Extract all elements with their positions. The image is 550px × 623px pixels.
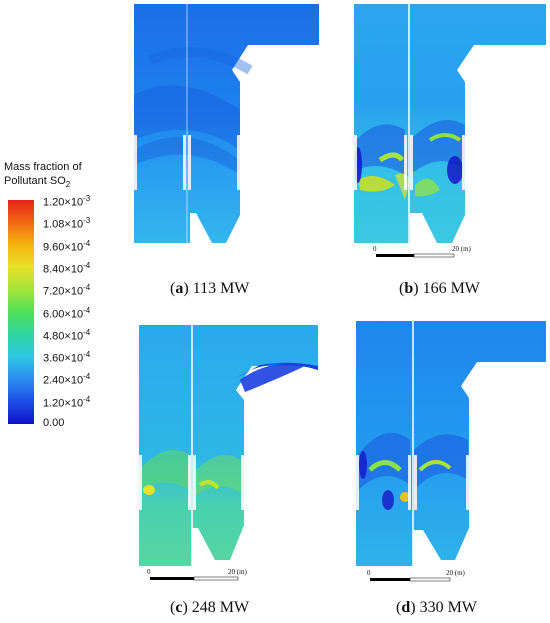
colorbar-tick-label: 1.08×10-3 — [43, 216, 91, 231]
colorbar-tick-label: 1.20×10-4 — [43, 394, 91, 410]
scale-bar-d-black — [370, 578, 410, 581]
colorbar-tick-label: 8.40×10-4 — [43, 260, 91, 276]
caption-d: (d) 330 MW — [396, 599, 477, 616]
colorbar-title-subscript: 2 — [65, 180, 71, 190]
scale-b-end: 20 (m) — [452, 245, 471, 253]
colorbar-tick-label: 2.40×10-4 — [43, 372, 91, 388]
caption-a: (a) 113 MW — [170, 280, 250, 297]
colorbar-gradient — [8, 200, 34, 424]
scale-b-zero: 0 — [373, 245, 377, 253]
scale-d-end: 20 (m) — [446, 569, 465, 577]
colorbar-tick-label: 3.60×10-4 — [43, 350, 91, 365]
panel-a-geometry — [134, 4, 319, 243]
scale-bar-c-white — [193, 576, 239, 581]
colorbar-title-line2: Pollutant SO2 — [4, 175, 71, 190]
scale-bar-d-white — [409, 577, 451, 582]
colorbar-tick-label: 7.20×10-4 — [43, 283, 91, 298]
colorbar-title: Mass fraction of Pollutant SO2 — [4, 160, 82, 192]
colorbar-tick-label: 9.60×10-4 — [43, 238, 91, 254]
panel-c-geometry — [139, 325, 318, 581]
panel-d-geometry — [356, 321, 546, 582]
scale-bar-c-black — [150, 577, 194, 580]
colorbar-tick-label: 1.20×10-3 — [43, 194, 91, 209]
colorbar-tick-label: 6.00×10-4 — [43, 305, 91, 321]
scale-c-zero: 0 — [147, 568, 151, 576]
colorbar-tick-label: 0.00 — [43, 417, 65, 429]
scale-d-zero: 0 — [367, 569, 371, 577]
caption-c: (c) 248 MW — [170, 599, 250, 616]
colorbar-title-line1: Mass fraction of — [4, 161, 82, 173]
caption-b: (b) 166 MW — [399, 280, 480, 297]
scale-bar-b-black — [376, 254, 414, 257]
panel-b-geometry — [354, 4, 546, 258]
scale-c-end: 20 (m) — [228, 568, 247, 576]
colorbar — [8, 200, 34, 424]
colorbar-tick-label: 4.80×10-4 — [43, 327, 91, 343]
scale-bar-b-white — [413, 253, 455, 258]
